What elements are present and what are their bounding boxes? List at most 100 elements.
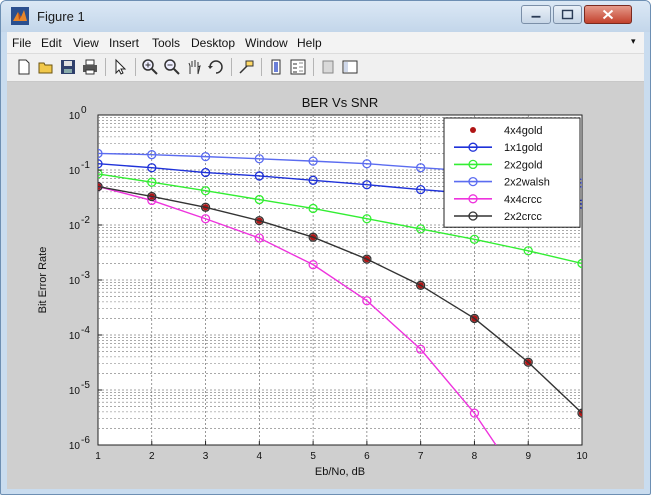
data-point-1x1gold	[362, 180, 372, 190]
window-title: Figure 1	[37, 9, 85, 24]
data-point-2x2crcc	[308, 232, 318, 242]
figure-canvas: 1 2 3 4 5 6 7 8 9 10 10 0 10 -1 10 -2 10 -3 10 -4 10 -5 10 -6 B…	[7, 82, 644, 489]
data-point-2x2crcc	[577, 408, 582, 418]
legend-marker-1x1gold	[468, 142, 478, 152]
legend-marker-2x2walsh	[468, 176, 478, 187]
open-file-button[interactable]	[37, 58, 55, 76]
menu-insert[interactable]: Insert	[109, 36, 140, 50]
menu-file[interactable]: File	[12, 36, 32, 50]
data-cursor-icon	[239, 60, 254, 74]
toolbar-separator	[261, 58, 262, 76]
legend-box	[443, 117, 581, 228]
zoom-in-button[interactable]	[141, 58, 159, 76]
menu-tools[interactable]: Tools	[152, 36, 181, 50]
y-tick-label: 10	[69, 331, 81, 342]
data-point-2x2walsh	[416, 163, 426, 173]
legend-label-4x4gold: 4x4gold	[504, 125, 543, 137]
y-axis-label: Bit Error Rate	[37, 247, 49, 314]
toolbar-separator	[313, 58, 314, 76]
series-line-2x2gold	[98, 173, 582, 265]
data-point-2x2crcc	[469, 313, 480, 324]
show-plot-tools-icon	[342, 60, 358, 74]
menu-view[interactable]: View	[73, 36, 99, 50]
data-point-1x1gold	[200, 167, 211, 178]
x-tick-label: 2	[149, 451, 155, 462]
save-figure-button[interactable]	[59, 58, 77, 76]
new-figure-button[interactable]	[15, 58, 33, 76]
menu-edit[interactable]: Edit	[41, 36, 62, 50]
data-point-2x2gold	[416, 224, 426, 234]
data-point-2x2gold	[523, 246, 533, 256]
data-point-2x2gold	[469, 234, 480, 244]
show-plot-tools-button[interactable]	[341, 58, 359, 76]
legend-label-2x2crcc: 2x2crcc	[504, 211, 542, 223]
print-figure-icon	[83, 59, 97, 75]
y-tick-label: 10	[69, 166, 81, 177]
menu-window[interactable]: Window	[245, 36, 288, 50]
title-bar[interactable]: Figure 1	[1, 1, 650, 32]
data-point-2x2crcc	[523, 357, 533, 367]
new-figure-icon	[18, 59, 30, 75]
data-point-1x1gold	[98, 159, 103, 169]
x-tick-label: 7	[418, 451, 424, 462]
insert-legend-icon	[290, 59, 306, 75]
pan-button[interactable]	[185, 58, 203, 76]
menu-overflow-arrow[interactable]: ▾	[631, 36, 636, 46]
zoom-out-button[interactable]	[163, 58, 181, 76]
data-point-1x1gold	[308, 175, 318, 185]
y-tick-exponent: -1	[81, 160, 90, 171]
menu-bar: File Edit View Insert Tools Desktop Wind…	[7, 32, 644, 54]
data-point-1x1gold	[254, 171, 264, 181]
edit-plot-button[interactable]	[111, 58, 129, 76]
legend-marker-2x2crcc	[468, 211, 478, 221]
data-point-2x2crcc	[98, 181, 103, 192]
toolbar-separator	[135, 58, 136, 76]
menu-help[interactable]: Help	[297, 36, 322, 50]
data-point-2x2gold	[254, 194, 264, 205]
legend-label-4x4crcc: 4x4crcc	[504, 194, 542, 206]
data-point-2x2gold	[147, 177, 157, 187]
data-point-2x2gold	[308, 203, 318, 214]
data-point-1x1gold	[416, 184, 426, 195]
maximize-button[interactable]	[553, 5, 582, 24]
edit-plot-arrow-icon	[115, 58, 127, 75]
open-file-icon	[38, 62, 53, 74]
x-tick-label: 1	[95, 451, 101, 462]
minimize-button[interactable]	[521, 5, 551, 24]
x-axis-label: Eb/No, dB	[315, 466, 365, 478]
data-point-4x4crcc	[200, 214, 211, 224]
y-tick-exponent: -2	[81, 215, 90, 226]
rotate-3d-button[interactable]	[207, 58, 225, 76]
data-point-2x2crcc	[254, 215, 264, 226]
y-tick-label: 10	[69, 276, 81, 287]
menu-desktop[interactable]: Desktop	[191, 36, 236, 50]
data-point-2x2gold	[200, 186, 211, 196]
data-point-2x2gold	[98, 169, 103, 179]
y-tick-exponent: -5	[81, 380, 90, 391]
minimize-icon	[531, 15, 541, 18]
data-point-4x4crcc	[416, 344, 426, 354]
series-line-2x2crcc	[98, 185, 582, 414]
save-figure-icon	[61, 60, 75, 74]
rotate-3d-icon	[208, 60, 223, 74]
x-tick-label: 10	[576, 451, 588, 462]
data-point-1x1gold	[147, 163, 157, 173]
data-point-4x4crcc	[308, 260, 318, 270]
data-point-2x2crcc	[147, 191, 157, 202]
hide-plot-tools-button[interactable]	[319, 58, 337, 76]
chart-legend[interactable]: 4x4gold 1x1gold 2x2gold 2x2walsh 4x4crcc 2x2c…	[443, 117, 581, 228]
data-point-4x4crcc	[254, 233, 264, 243]
insert-legend-button[interactable]	[289, 58, 307, 76]
chart-title: BER Vs SNR	[302, 95, 379, 110]
data-cursor-button[interactable]	[237, 58, 255, 76]
insert-colorbar-button[interactable]	[267, 58, 285, 76]
print-figure-button[interactable]	[81, 58, 99, 76]
x-tick-label: 9	[525, 451, 531, 462]
figure-toolbar	[7, 54, 644, 82]
close-button[interactable]	[584, 5, 632, 24]
data-point-2x2walsh	[308, 156, 318, 166]
pan-hand-icon	[188, 60, 201, 75]
data-point-2x2gold	[577, 258, 582, 269]
